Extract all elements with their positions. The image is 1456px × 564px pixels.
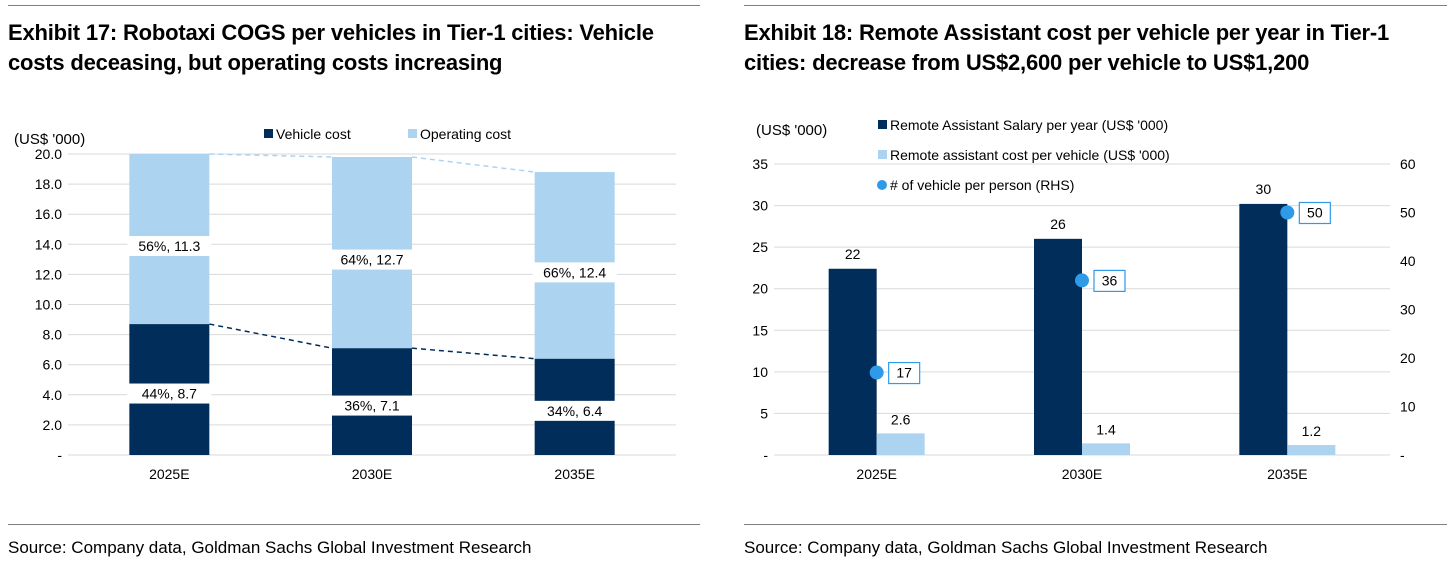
vehicle-cost-data-label: 36%, 7.1: [344, 398, 399, 414]
vehicle-cost-connector: [209, 323, 333, 349]
y-tick-label: 15: [752, 322, 768, 338]
x-tick-label: 2030E: [352, 466, 392, 482]
y-tick-label: 6.0: [43, 357, 63, 373]
operating-cost-connector: [411, 156, 535, 173]
exhibit-17-title: Exhibit 17: Robotaxi COGS per vehicles i…: [8, 20, 654, 75]
vehicles-per-person-data-label: 36: [1102, 272, 1118, 288]
x-tick-label: 2025E: [856, 466, 896, 482]
salary-bar: [828, 268, 877, 455]
cost-data-label: 1.4: [1096, 421, 1116, 437]
exhibit-18-title: Exhibit 18: Remote Assistant cost per ve…: [744, 20, 1389, 75]
x-tick-label: 2030E: [1062, 466, 1102, 482]
vehicle-cost-data-label: 34%, 6.4: [547, 403, 602, 419]
vehicle-cost-data-label-box: [127, 383, 212, 404]
y-tick-label: 35: [752, 156, 768, 172]
legend-label: Vehicle cost: [276, 126, 351, 142]
y-tick-label: -: [57, 447, 62, 463]
exhibit-17-panel: Exhibit 17: Robotaxi COGS per vehicles i…: [0, 0, 700, 564]
legend-label: Operating cost: [420, 126, 511, 142]
cost-per-vehicle-bar: [876, 433, 925, 455]
y2-tick-label: 20: [1400, 350, 1416, 366]
vehicles-per-person-label-box: [888, 361, 921, 385]
legend-marker: [877, 180, 887, 190]
y2-tick-label: 50: [1400, 205, 1416, 221]
operating-cost-data-label: 56%, 11.3: [138, 238, 200, 254]
exhibit-17-chart: - 2.0 4.0 6.0 8.0 10.0 12.0 14.0 16.0 18.0 20.0(US…: [14, 126, 676, 482]
y-tick-label: 10: [752, 364, 768, 380]
legend-label: Remote Assistant Salary per year (US$ '0…: [890, 117, 1168, 133]
salary-bar: [1239, 203, 1288, 455]
legend-label: Remote assistant cost per vehicle (US$ '…: [890, 147, 1170, 163]
bottom-rule: [8, 524, 700, 525]
legend-swatch: [408, 129, 417, 138]
vehicle-cost-data-label-box: [330, 395, 414, 416]
y-tick-label: 20: [752, 281, 768, 297]
vehicles-per-person-data-label: 17: [896, 365, 912, 381]
cost-data-label: 1.2: [1302, 423, 1322, 439]
vehicle-cost-connector: [411, 347, 535, 360]
operating-cost-data-label-box: [532, 262, 617, 283]
vehicle-cost-data-label: 44%, 8.7: [142, 386, 197, 402]
vehicles-per-person-point: [869, 365, 884, 380]
operating-cost-data-label: 64%, 12.7: [340, 252, 403, 268]
y-tick-label: 12.0: [35, 266, 62, 282]
y-tick-label: 5: [760, 405, 768, 421]
operating-cost-data-label-box: [127, 236, 212, 257]
exhibit-18-chart: - 5 10 15 20 25 30 35 - 10 20 30 40 50 60 (US$ '000) Rem…: [752, 117, 1416, 482]
y-tick-label: 2.0: [43, 417, 63, 433]
y2-tick-label: 10: [1400, 399, 1416, 415]
y2-tick-label: 60: [1400, 156, 1416, 172]
cost-per-vehicle-bar: [1287, 445, 1336, 455]
y-axis-label: (US$ '000): [756, 122, 827, 139]
y-tick-label: 20.0: [35, 146, 62, 162]
legend-swatch: [878, 150, 887, 159]
y-tick-label: 10.0: [35, 297, 62, 313]
vehicles-per-person-data-label: 50: [1307, 205, 1323, 221]
vehicles-per-person-label-box: [1298, 201, 1331, 225]
x-tick-label: 2035E: [554, 466, 594, 482]
legend-swatch: [878, 120, 887, 129]
y-tick-label: 18.0: [35, 176, 62, 192]
top-rule: [8, 5, 700, 6]
salary-bar: [1034, 238, 1082, 455]
x-tick-label: 2025E: [149, 466, 189, 482]
y-axis-label: (US$ '000): [14, 131, 85, 148]
legend-label: # of vehicle per person (RHS): [890, 177, 1074, 193]
y-tick-label: 4.0: [43, 387, 63, 403]
cost-per-vehicle-bar: [1082, 443, 1130, 455]
cost-data-label: 2.6: [891, 411, 911, 427]
exhibit-18-panel: Exhibit 18: Remote Assistant cost per ve…: [736, 0, 1456, 564]
salary-data-label: 30: [1256, 181, 1272, 197]
vehicle-cost-data-label-box: [532, 400, 617, 421]
bottom-rule: [744, 524, 1447, 525]
y2-tick-label: -: [1400, 447, 1405, 463]
y-tick-label: 16.0: [35, 206, 62, 222]
legend-swatch: [264, 129, 273, 138]
y2-tick-label: 40: [1400, 253, 1416, 269]
vehicles-per-person-point: [1075, 273, 1089, 288]
operating-cost-data-label-box: [330, 249, 414, 270]
exhibit-17-source: Source: Company data, Goldman Sachs Glob…: [8, 538, 532, 557]
salary-data-label: 26: [1050, 216, 1066, 232]
exhibit-18-source: Source: Company data, Goldman Sachs Glob…: [744, 538, 1268, 557]
y-tick-label: 30: [752, 198, 768, 214]
vehicles-per-person-label-box: [1093, 269, 1126, 292]
y-tick-label: 14.0: [35, 236, 62, 252]
x-tick-label: 2035E: [1267, 466, 1307, 482]
vehicles-per-person-point: [1280, 205, 1295, 220]
operating-cost-connector: [209, 153, 333, 158]
y-tick-label: 8.0: [43, 327, 63, 343]
y-tick-label: -: [763, 447, 768, 463]
y-tick-label: 25: [752, 239, 768, 255]
operating-cost-data-label: 66%, 12.4: [543, 264, 606, 280]
top-rule: [744, 5, 1447, 6]
salary-data-label: 22: [845, 246, 861, 262]
y2-tick-label: 30: [1400, 302, 1416, 318]
